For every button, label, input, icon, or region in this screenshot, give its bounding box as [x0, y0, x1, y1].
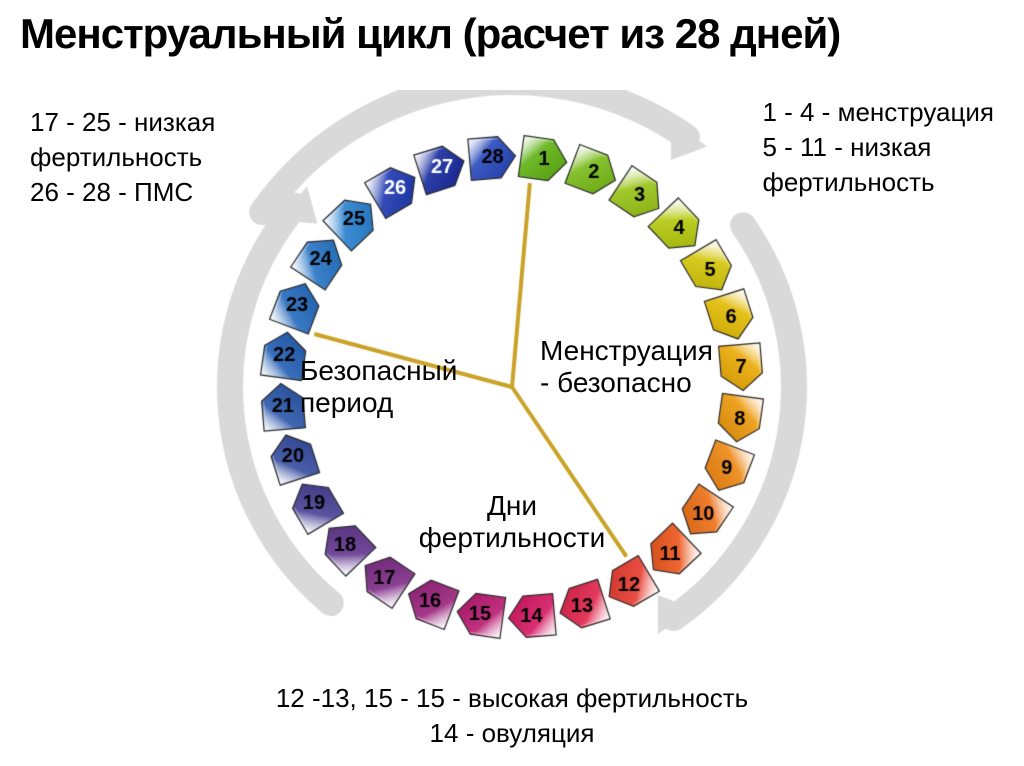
page-title: Менструальный цикл (расчет из 28 дней)	[20, 10, 840, 58]
text-line: фертильность	[762, 167, 934, 197]
inner-label-fertility: Дни фертильности	[0, 490, 1024, 554]
text-line: 17 - 25 - низкая	[30, 107, 215, 137]
text-line: период	[300, 387, 393, 418]
text-line: 14 - овуляция	[430, 718, 595, 748]
text-line: Дни	[487, 490, 537, 521]
text-line: фертильности	[419, 522, 605, 553]
label-top-right: 1 - 4 - менструация 5 - 11 - низкая ферт…	[762, 95, 994, 200]
text-line: Менструация	[540, 335, 713, 366]
label-top-left: 17 - 25 - низкая фертильность 26 - 28 - …	[30, 105, 215, 210]
inner-label-safe-period: Безопасный период	[300, 355, 457, 419]
label-bottom: 12 -13, 15 - 15 - высокая фертильность 1…	[0, 681, 1024, 751]
text-line: 26 - 28 - ПМС	[30, 177, 193, 207]
text-line: 12 -13, 15 - 15 - высокая фертильность	[276, 683, 748, 713]
text-line: - безопасно	[540, 367, 692, 398]
inner-label-menstruation: Менструация - безопасно	[540, 335, 713, 399]
text-line: фертильность	[30, 142, 202, 172]
text-line: 1 - 4 - менструация	[762, 97, 994, 127]
text-line: 5 - 11 - низкая	[762, 132, 931, 162]
text-line: Безопасный	[300, 355, 457, 386]
